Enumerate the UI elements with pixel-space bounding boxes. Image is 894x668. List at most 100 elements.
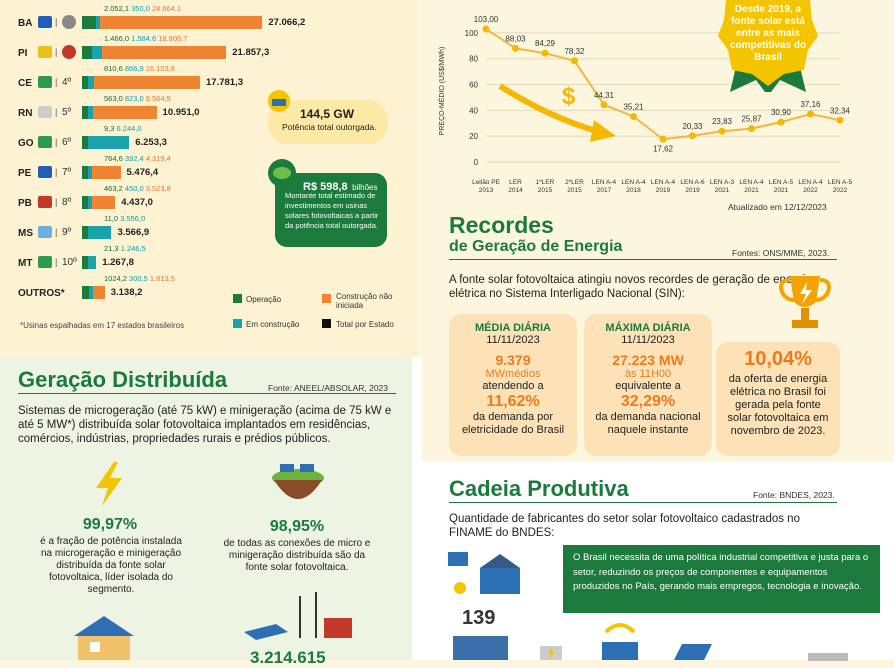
lightning-icon [92,462,126,506]
state-values: 764,6 392,4 4.319,4 [104,154,171,163]
state-code: CE [18,78,32,89]
inv-unit: bilhões [352,183,378,192]
bar-segment-t [88,76,94,89]
state-separator: | [55,107,58,117]
maxima-pct: 32,29% [620,393,676,410]
state-code: PI [18,48,28,59]
inv-value: R$ 598,8 [303,181,348,193]
price-point [807,110,814,118]
legend-nao-iniciada: Construção não iniciada [336,292,393,310]
price-value-label: 44,31 [594,91,615,100]
state-separator: | [55,47,58,57]
bar-segment-g [82,256,88,269]
x-tick-label: Leilão PE [472,179,500,186]
x-tick-label: LEN A-4 [621,179,646,186]
price-value-label: 17,62 [653,144,674,153]
x-tick-year: 2015 [538,187,553,194]
cadeia-title: Cadeia Produtiva [449,476,629,501]
price-value-label: 32,34 [830,106,851,115]
x-tick-year: 2019 [685,187,700,194]
state-values: 11,0 3.556,0 [104,214,145,223]
bar-segment-g [82,136,88,149]
media-unit: MWmédios [485,368,541,380]
price-value-label: 23,83 [712,117,733,126]
state-separator: | [55,227,58,237]
trend-arrow-icon [498,83,601,135]
x-tick-year: 2019 [656,187,671,194]
house-solar-icon [60,612,150,660]
state-total: 27.066,2 [268,17,306,28]
bar-segment-g [82,196,88,209]
state-value-g: 764,6 [104,154,125,163]
state-value-t: 1.246,5 [120,244,146,253]
state-code: PE [18,168,32,179]
bar-segment-o [93,76,200,89]
state-total: 6.253,3 [135,137,167,148]
price-value-label: 88,03 [505,34,526,43]
solar-panel-icon [266,89,292,113]
solar-farm-icon [240,592,356,642]
stat1-text: é a fração de potência instalada na micr… [40,536,182,595]
oferta-text: da oferta de energia elétrica no Brasil … [727,373,829,437]
state-values: 1024,2 300,5 1.813,5 [104,274,175,283]
x-tick-label: LEN A-5 [769,179,794,186]
bar-segment-o [92,196,116,209]
state-value-g: 810,6 [104,64,125,73]
state-separator: | [55,137,58,147]
x-tick-label: LEN A-5 [828,179,853,186]
x-tick-year: 2018 [626,187,641,194]
bar-segment-o [92,286,105,299]
state-row-ce: CE | 4º 810,6 866,9 16.103,8 17.781,3 [18,64,318,94]
state-value-g: 9,3 [104,124,117,133]
state-values: 2.052,1 350,0 24.664,1 [104,4,181,13]
maxima-date: 11/11/2023 [621,334,675,346]
bar-segment-g [82,286,89,299]
x-tick-label: LEN A-4 [798,179,823,186]
state-row-pe: PE | 7º 764,6 392,4 4.319,4 5.476,4 [18,154,318,184]
gw-callout: 144,5 GW Potência total outorgada. [268,100,388,144]
state-rank: 6º [62,137,72,148]
state-value-o: 1.813,5 [149,274,175,283]
x-tick-label: LEN A-6 [680,179,705,186]
factory-icon [446,548,522,602]
bar-segment-g [82,76,88,89]
recordes-intro: A fonte solar fotovoltaica atingiu novos… [449,274,812,300]
state-value-o: 9.564,9 [145,94,171,103]
bar-segment-o [93,106,157,119]
inv-text: Montante total estimado de investimentos… [285,191,379,230]
x-tick-label: 1ºLER [536,179,555,186]
state-row-go: GO | 6º 9,3 6.244,0 6.253,3 [18,124,318,154]
structure-icon [808,648,848,661]
state-rank: 10º [62,257,77,268]
oferta-pct: 10,04% [744,348,812,370]
bar-segment-t [88,286,93,299]
state-value-o: 4.319,4 [145,154,171,163]
state-value-t: 6.244,0 [116,124,142,133]
bar-segment-t [88,166,92,179]
state-total: 5.476,4 [126,167,159,178]
state-code: MS [18,228,33,239]
state-row-ms: MS | 9º 11,0 3.556,0 3.566,9 [18,214,318,244]
price-line-chart: 0 20 40 60 80 100 PREÇO-MÉDIO (US$/MWh) $103,00… [437,15,853,194]
state-value-t: 350,0 [131,4,152,13]
state-total: 4.437,0 [121,197,153,208]
state-total: 1.267,8 [102,257,134,268]
legend-em-construcao-swatch [233,319,242,328]
legend-operacao: Operação [246,295,282,304]
price-point [748,125,755,133]
stat2-value: 98,95% [269,518,325,535]
media-date: 11/11/2023 [486,334,540,346]
price-point [482,25,490,33]
gd-source: Fonte: ANEEL/ABSOLAR, 2023 [268,383,389,393]
state-code: PB [18,198,32,209]
state-rank: 5º [62,107,72,118]
legend-operacao-swatch [233,294,242,303]
island-icon [270,458,326,510]
stat2-text: de todas as conexões de micro e minigera… [223,538,371,573]
state-separator: | [55,257,58,267]
price-point [512,44,519,52]
price-point [571,57,578,65]
legend-total: Total por Estado [336,320,394,329]
gw-label: Potência total outorgada. [282,122,377,132]
x-tick-label: LEN A-4 [592,179,617,186]
